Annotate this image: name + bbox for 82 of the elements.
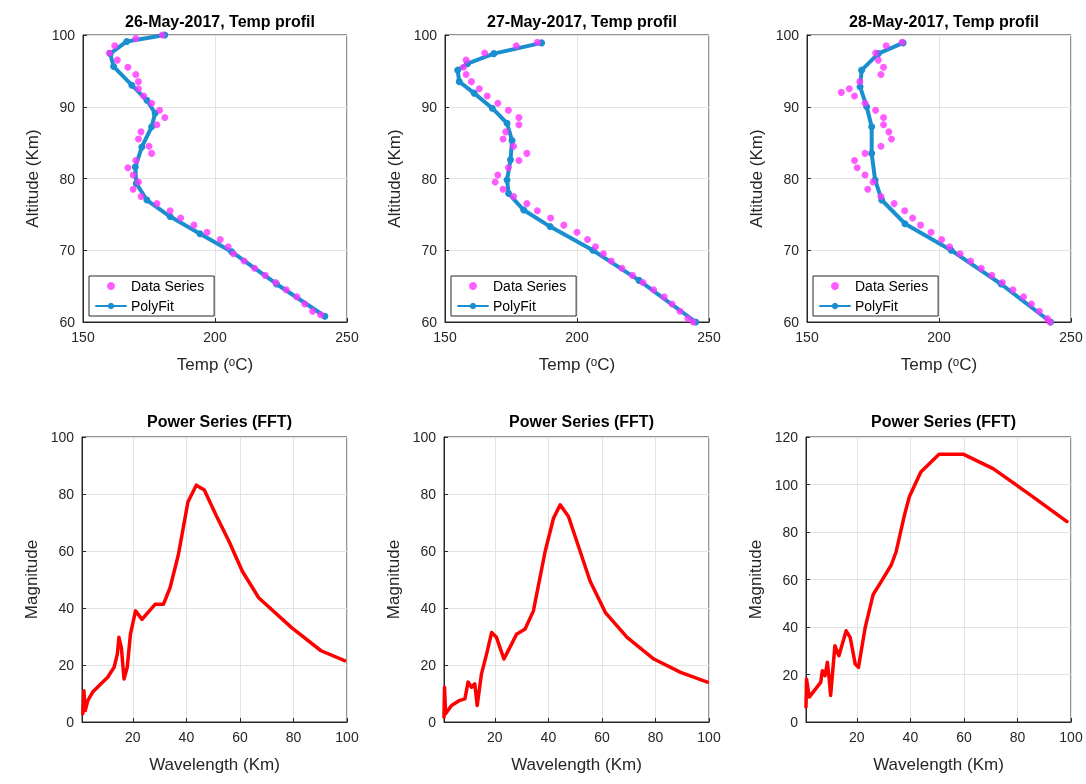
y-tick-label: 60 xyxy=(420,543,437,559)
y-tick-label: 100 xyxy=(775,27,800,43)
x-tick-label: 250 xyxy=(697,329,721,345)
y-tick-label: 20 xyxy=(420,657,437,673)
legend-label: PolyFit xyxy=(131,298,174,314)
y-tick-label: 80 xyxy=(59,170,76,187)
x-axis-title: Wavelength (Km) xyxy=(149,755,280,774)
x-tick-label: 40 xyxy=(902,729,919,745)
y-tick-label: 40 xyxy=(58,600,75,616)
y-axis-title: Altitude (Km) xyxy=(746,129,766,228)
y-tick-label: 60 xyxy=(783,314,800,330)
y-tick-label: 60 xyxy=(421,314,438,330)
y-tick-label: 40 xyxy=(782,619,799,635)
x-tick-label: 20 xyxy=(125,729,141,745)
x-axis-title: Temp (ᵒC) xyxy=(900,355,978,374)
chart-title: Power Series (FFT) xyxy=(871,412,1016,430)
y-tick-label: 0 xyxy=(790,714,799,730)
x-tick-label: 20 xyxy=(487,729,503,745)
y-tick-label: 100 xyxy=(50,429,75,445)
y-tick-label: 20 xyxy=(782,666,799,683)
y-tick-label: 0 xyxy=(428,714,437,730)
y-axis-title: Magnitude xyxy=(745,539,765,620)
legend-label: Data Series xyxy=(131,278,205,294)
x-tick-label: 80 xyxy=(285,729,302,745)
x-tick-label: 200 xyxy=(203,329,227,345)
x-tick-label: 40 xyxy=(178,729,195,745)
x-tick-label: 150 xyxy=(433,329,457,345)
y-tick-label: 100 xyxy=(413,27,438,43)
y-tick-label: 60 xyxy=(58,543,75,559)
chart-title: Power Series (FFT) xyxy=(147,412,292,430)
x-tick-label: 100 xyxy=(697,729,721,745)
y-tick-label: 0 xyxy=(66,714,75,730)
y-tick-label: 60 xyxy=(782,571,799,588)
y-tick-label: 40 xyxy=(420,600,437,616)
y-tick-label: 70 xyxy=(59,242,76,259)
x-tick-label: 250 xyxy=(335,329,359,345)
y-axis-title: Altitude (Km) xyxy=(22,129,42,228)
y-tick-label: 80 xyxy=(783,170,800,187)
chart-title: Power Series (FFT) xyxy=(509,412,654,430)
y-tick-label: 90 xyxy=(783,98,800,115)
y-axis-title: Magnitude xyxy=(383,539,403,620)
x-tick-label: 80 xyxy=(647,729,664,745)
y-tick-label: 100 xyxy=(774,476,799,493)
legend-label: Data Series xyxy=(493,278,567,294)
x-axis-title: Wavelength (Km) xyxy=(511,755,642,774)
y-tick-label: 90 xyxy=(59,98,76,115)
x-tick-label: 20 xyxy=(849,729,865,745)
x-tick-label: 200 xyxy=(565,329,589,345)
y-tick-label: 80 xyxy=(421,170,438,187)
y-tick-label: 100 xyxy=(412,429,437,445)
x-axis-title: Temp (ᵒC) xyxy=(176,355,254,374)
y-tick-label: 120 xyxy=(774,429,799,445)
y-tick-label: 80 xyxy=(782,524,799,540)
chart-title: 27-May-2017, Temp profil xyxy=(487,12,677,30)
legend-label: Data Series xyxy=(855,278,929,294)
x-tick-label: 200 xyxy=(927,329,951,345)
y-tick-label: 60 xyxy=(59,314,76,330)
chart-title: 26-May-2017, Temp profil xyxy=(125,12,315,30)
x-tick-label: 250 xyxy=(1059,329,1083,345)
y-axis-title: Altitude (Km) xyxy=(384,129,404,228)
x-tick-label: 100 xyxy=(335,729,359,745)
chart-title: 28-May-2017, Temp profil xyxy=(849,12,1039,30)
x-tick-label: 60 xyxy=(956,729,972,745)
y-tick-label: 80 xyxy=(58,486,75,502)
x-tick-label: 80 xyxy=(1009,729,1026,745)
x-tick-label: 60 xyxy=(232,729,248,745)
y-tick-label: 80 xyxy=(420,486,437,502)
y-tick-label: 100 xyxy=(51,27,76,43)
y-axis-title: Magnitude xyxy=(21,539,41,620)
y-tick-label: 20 xyxy=(58,657,75,673)
x-tick-label: 60 xyxy=(594,729,610,745)
y-tick-label: 70 xyxy=(783,242,800,259)
x-axis-title: Temp (ᵒC) xyxy=(538,355,616,374)
y-tick-label: 70 xyxy=(421,242,438,259)
x-axis-title: Wavelength (Km) xyxy=(873,755,1004,774)
x-tick-label: 150 xyxy=(71,329,95,345)
legend-label: PolyFit xyxy=(493,298,536,314)
x-tick-label: 150 xyxy=(795,329,819,345)
x-tick-label: 40 xyxy=(540,729,557,745)
x-tick-label: 100 xyxy=(1059,729,1083,745)
y-tick-label: 90 xyxy=(421,98,438,115)
legend-label: PolyFit xyxy=(855,298,898,314)
